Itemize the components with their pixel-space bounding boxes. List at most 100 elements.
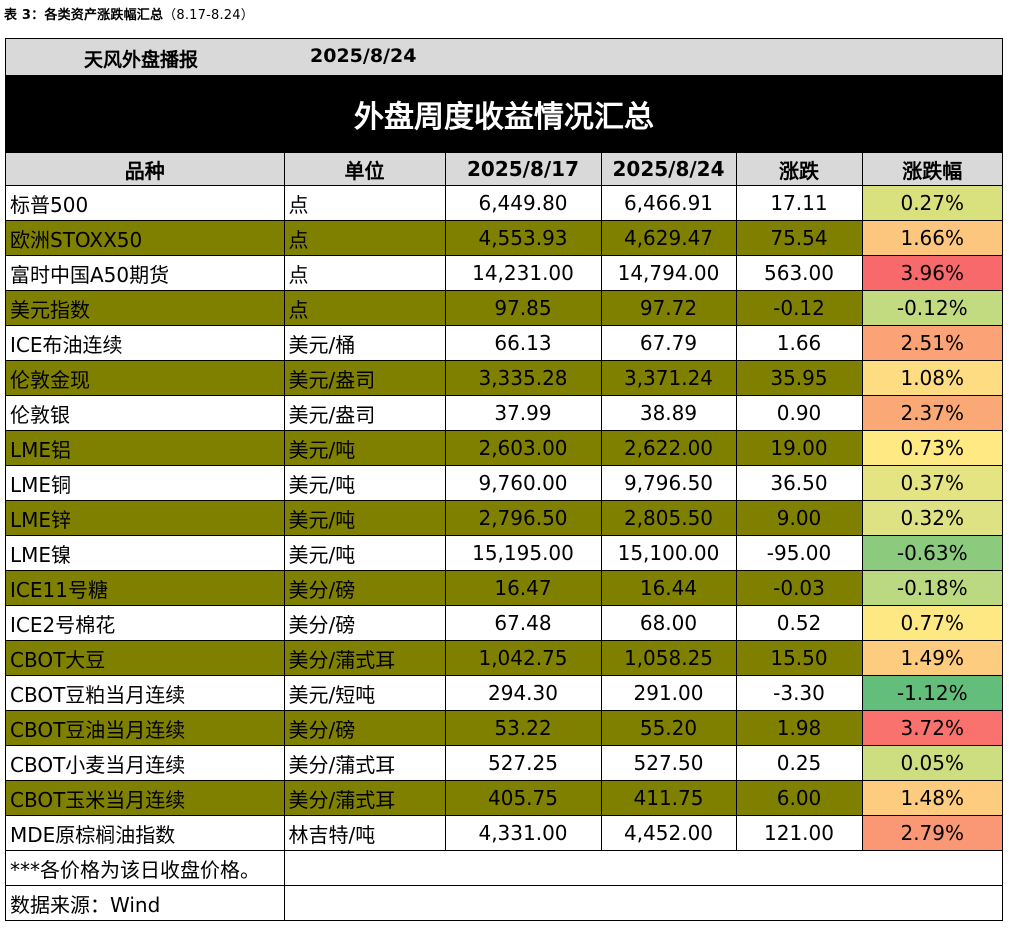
unit-cell: 林吉特/吨 [283, 815, 446, 851]
change-pct-cell: 0.73% [861, 430, 1002, 466]
column-header-change: 涨跌 [735, 153, 863, 186]
change-pct-cell: 1.66% [861, 220, 1002, 256]
close-0817-cell: 53.22 [444, 710, 602, 746]
table-row: CBOT小麦当月连续 美分/蒲式耳 527.25 527.50 0.25 0.05% [6, 745, 1002, 781]
change-cell: 1.98 [735, 710, 863, 746]
change-pct-cell: 0.77% [861, 605, 1002, 641]
unit-cell: 美分/磅 [283, 710, 446, 746]
change-cell: 563.00 [735, 255, 863, 291]
asset-name-cell: 美元指数 [6, 290, 285, 326]
change-pct-cell: -0.18% [861, 570, 1002, 606]
close-0817-cell: 4,331.00 [444, 815, 602, 851]
change-cell: -0.12 [735, 290, 863, 326]
table-row: 欧洲STOXX50 点 4,553.93 4,629.47 75.54 1.66% [6, 220, 1002, 256]
close-0824-cell: 14,794.00 [600, 255, 737, 291]
close-0824-cell: 1,058.25 [600, 640, 737, 676]
change-cell: -3.30 [735, 675, 863, 711]
unit-cell: 美分/蒲式耳 [283, 640, 446, 676]
column-header-row: 品种 单位 2025/8/17 2025/8/24 涨跌 涨跌幅 [6, 153, 1002, 186]
asset-name-cell: LME铜 [6, 465, 285, 501]
change-cell: -0.03 [735, 570, 863, 606]
close-0817-cell: 6,449.80 [444, 185, 602, 221]
change-cell: 0.25 [735, 745, 863, 781]
change-pct-cell: 0.37% [861, 465, 1002, 501]
change-pct-cell: 0.27% [861, 185, 1002, 221]
change-pct-cell: 2.51% [861, 325, 1002, 361]
change-pct-cell: 3.96% [861, 255, 1002, 291]
unit-cell: 美元/盎司 [283, 395, 446, 431]
close-0817-cell: 37.99 [444, 395, 602, 431]
close-0824-cell: 4,629.47 [600, 220, 737, 256]
table-row: 伦敦银 美元/盎司 37.99 38.89 0.90 2.37% [6, 395, 1002, 431]
close-0824-cell: 16.44 [600, 570, 737, 606]
unit-cell: 美分/磅 [283, 570, 446, 606]
column-header-name: 品种 [6, 153, 285, 186]
change-cell: 36.50 [735, 465, 863, 501]
change-cell: 15.50 [735, 640, 863, 676]
column-header-pct: 涨跌幅 [861, 153, 1002, 186]
caption-range: （8.17-8.24） [163, 8, 254, 23]
change-cell: 0.90 [735, 395, 863, 431]
asset-name-cell: CBOT小麦当月连续 [6, 745, 285, 781]
change-cell: 75.54 [735, 220, 863, 256]
close-0824-cell: 4,452.00 [600, 815, 737, 851]
asset-name-cell: 欧洲STOXX50 [6, 220, 285, 256]
asset-name-cell: CBOT豆油当月连续 [6, 710, 285, 746]
close-0817-cell: 9,760.00 [444, 465, 602, 501]
change-cell: 9.00 [735, 500, 863, 536]
close-0817-cell: 2,796.50 [444, 500, 602, 536]
source-text: 数据来源：Wind [6, 885, 285, 920]
change-cell: -95.00 [735, 535, 863, 571]
unit-cell: 点 [283, 255, 446, 291]
close-0824-cell: 3,371.24 [600, 360, 737, 396]
change-pct-cell: 0.05% [861, 745, 1002, 781]
change-pct-cell: 1.48% [861, 780, 1002, 816]
column-header-date1: 2025/8/17 [444, 153, 602, 186]
asset-name-cell: ICE2号棉花 [6, 605, 285, 641]
close-0824-cell: 55.20 [600, 710, 737, 746]
unit-cell: 美元/吨 [283, 430, 446, 466]
close-0824-cell: 527.50 [600, 745, 737, 781]
change-cell: 19.00 [735, 430, 863, 466]
table-row: LME铝 美元/吨 2,603.00 2,622.00 19.00 0.73% [6, 430, 1002, 466]
asset-name-cell: 伦敦银 [6, 395, 285, 431]
close-0824-cell: 97.72 [600, 290, 737, 326]
table-row: 富时中国A50期货点 14,231.00 14,794.00 563.00 3.96% [6, 255, 1002, 291]
change-pct-cell: -0.12% [861, 290, 1002, 326]
change-pct-cell: -0.63% [861, 535, 1002, 571]
change-pct-cell: 1.08% [861, 360, 1002, 396]
close-0817-cell: 14,231.00 [444, 255, 602, 291]
asset-name-cell: CBOT玉米当月连续 [6, 780, 285, 816]
close-0817-cell: 67.48 [444, 605, 602, 641]
change-cell: 17.11 [735, 185, 863, 221]
asset-name-cell: 伦敦金现 [6, 360, 285, 396]
close-0817-cell: 4,553.93 [444, 220, 602, 256]
table-row: CBOT豆粕当月连续 美元/短吨 294.30 291.00 -3.30 -1.12% [6, 675, 1002, 711]
close-0824-cell: 411.75 [600, 780, 737, 816]
change-pct-cell: 0.32% [861, 500, 1002, 536]
close-0817-cell: 294.30 [444, 675, 602, 711]
change-pct-cell: -1.12% [861, 675, 1002, 711]
close-0824-cell: 6,466.91 [600, 185, 737, 221]
close-0824-cell: 68.00 [600, 605, 737, 641]
close-0824-cell: 67.79 [600, 325, 737, 361]
table-caption: 表 3：各类资产涨跌幅汇总（8.17-8.24） [4, 4, 254, 23]
change-pct-cell: 2.79% [861, 815, 1002, 851]
unit-cell: 点 [283, 220, 446, 256]
unit-cell: 美分/蒲式耳 [283, 745, 446, 781]
close-0817-cell: 97.85 [444, 290, 602, 326]
report-date: 2025/8/24 [310, 45, 417, 67]
column-header-date2: 2025/8/24 [600, 153, 737, 186]
close-0824-cell: 2,805.50 [600, 500, 737, 536]
unit-cell: 美元/盎司 [283, 360, 446, 396]
table-row: 标普500 点 6,449.80 6,466.91 17.11 0.27% [6, 185, 1002, 221]
table-row: ICE2号棉花 美分/磅 67.48 68.00 0.52 0.77% [6, 605, 1002, 641]
unit-cell: 美分/磅 [283, 605, 446, 641]
report-name: 天风外盘播报 [84, 49, 199, 71]
change-cell: 121.00 [735, 815, 863, 851]
note-blank [283, 850, 1002, 886]
unit-cell: 美元/吨 [283, 500, 446, 536]
change-cell: 0.52 [735, 605, 863, 641]
returns-table: 品种 单位 2025/8/17 2025/8/24 涨跌 涨跌幅 标普500 点 6… [6, 153, 1002, 920]
source-blank [283, 885, 1002, 920]
